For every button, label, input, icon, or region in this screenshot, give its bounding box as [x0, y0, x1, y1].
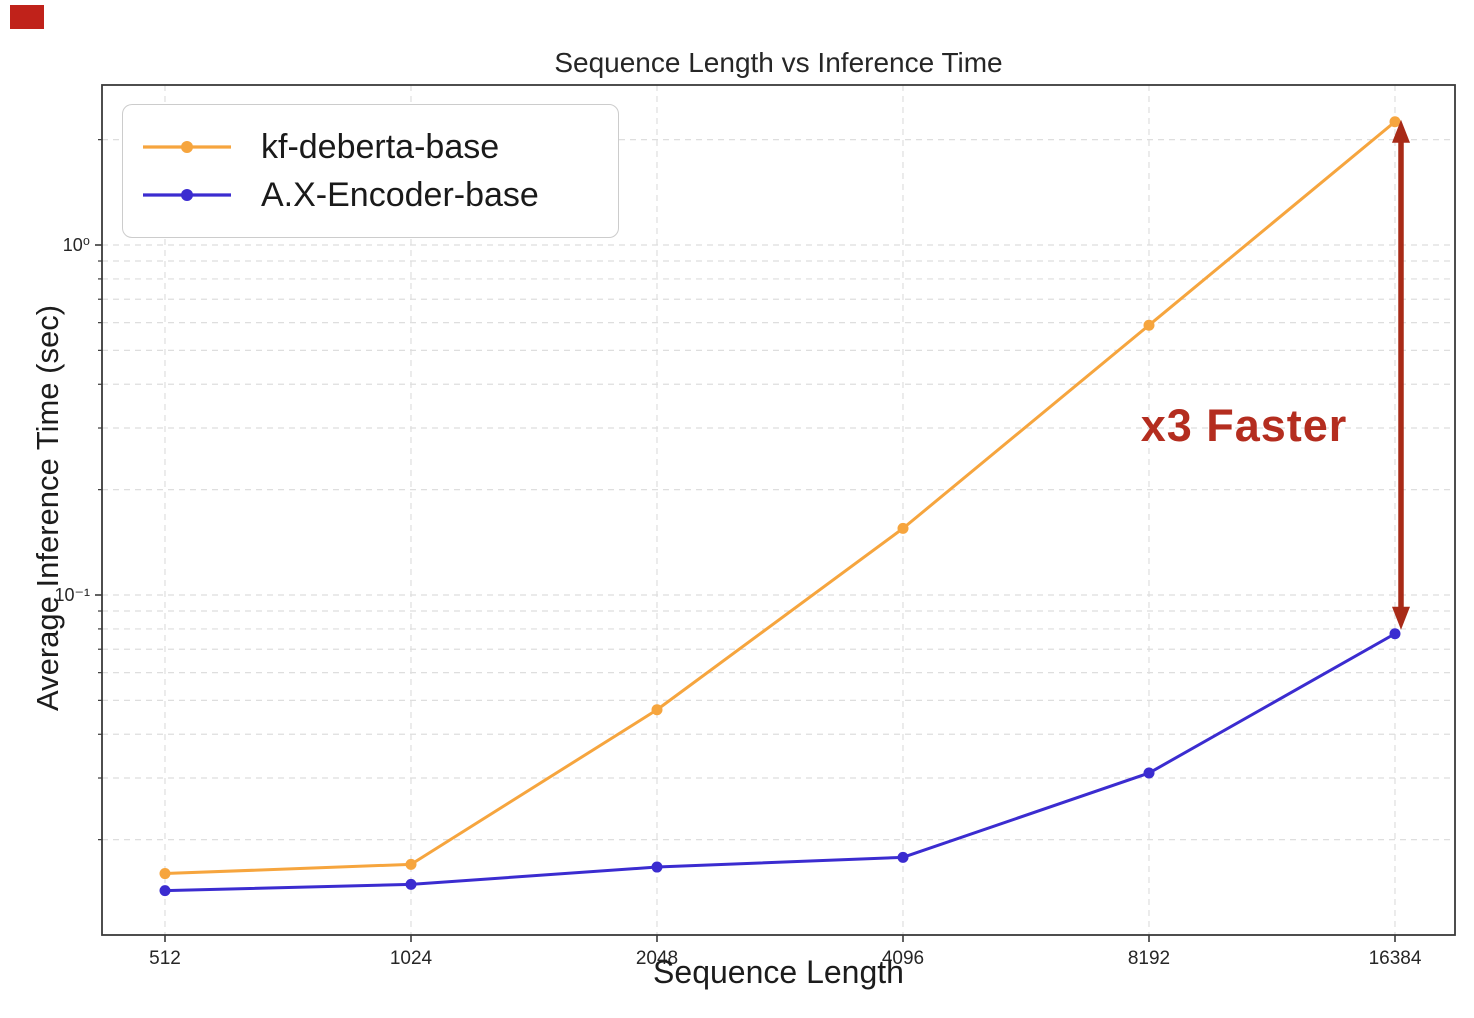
data-point-kf-deberta-base	[1389, 116, 1401, 128]
arrow-head-up-icon	[1392, 119, 1410, 143]
x-tick-label: 8192	[1128, 948, 1170, 969]
legend: kf-deberta-base A.X-Encoder-base	[122, 104, 619, 238]
x-tick-label: 512	[149, 948, 181, 969]
data-point-A.X-Encoder-base	[1389, 628, 1401, 640]
data-point-A.X-Encoder-base	[405, 878, 417, 890]
y-tick-label: 10⁻¹	[54, 585, 90, 605]
x-axis-label: Sequence Length	[653, 954, 904, 990]
annotation-x3-faster: x3 Faster	[1140, 400, 1348, 451]
data-point-A.X-Encoder-base	[897, 851, 909, 863]
chart-title: Sequence Length vs Inference Time	[554, 47, 1003, 78]
x-tick-label: 16384	[1369, 948, 1422, 969]
series-line-kf-deberta-base	[164, 120, 1396, 876]
x-tick-label: 1024	[390, 948, 433, 969]
data-point-A.X-Encoder-base	[159, 885, 171, 897]
legend-item-kf-deberta: kf-deberta-base	[141, 130, 600, 164]
x-tick-label: 2048	[636, 948, 678, 969]
legend-item-ax-encoder: A.X-Encoder-base	[141, 178, 600, 212]
data-point-kf-deberta-base	[897, 522, 909, 534]
legend-label-ax-encoder: A.X-Encoder-base	[261, 176, 539, 214]
data-point-kf-deberta-base	[651, 704, 663, 716]
arrow-head-down-icon	[1392, 606, 1410, 630]
legend-line-orange-icon	[143, 141, 231, 153]
data-point-A.X-Encoder-base	[651, 861, 663, 873]
red-corner-marker	[10, 5, 44, 29]
data-point-kf-deberta-base	[159, 868, 171, 880]
series-line-A.X-Encoder-base	[164, 632, 1396, 893]
legend-label-kf-deberta: kf-deberta-base	[261, 128, 500, 166]
data-point-kf-deberta-base	[405, 858, 417, 870]
data-point-A.X-Encoder-base	[1143, 767, 1155, 779]
x-tick-label: 4096	[882, 948, 924, 969]
legend-line-blue-icon	[143, 189, 231, 201]
y-tick-label: 10⁰	[63, 235, 90, 255]
data-point-kf-deberta-base	[1143, 319, 1155, 331]
plot-frame	[101, 84, 1456, 936]
